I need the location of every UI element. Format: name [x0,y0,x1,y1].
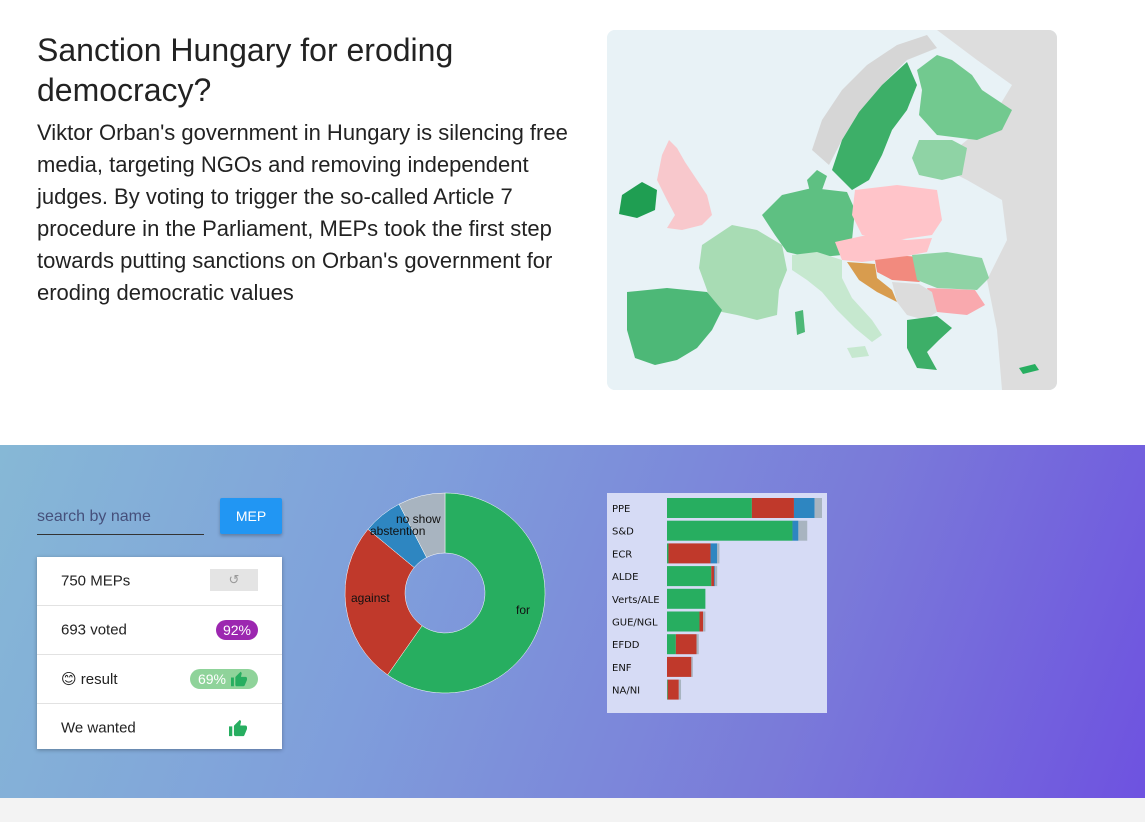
voted-percent-badge: 92% [215,620,258,640]
group-label: EFDD [612,640,640,651]
page-footer [0,798,1145,822]
result-badge: 69% [189,669,258,689]
group-bar-for[interactable] [667,588,706,609]
map-romania [912,252,989,290]
group-bar-for[interactable] [667,543,669,564]
article-header: Sanction Hungary for eroding democracy? … [37,30,1057,390]
group-bar-no-show[interactable] [691,656,693,677]
thumbs-up-icon [229,719,247,737]
result-row: 😊 result 69% [37,655,282,704]
group-bar-no-show[interactable] [714,566,718,587]
map-sardinia [795,310,805,335]
group-label: GUE/NGL [612,618,658,629]
group-label: S&D [612,527,634,538]
donut-slice-against[interactable] [344,528,423,676]
map-poland [852,185,942,240]
donut-label-no-show: no show [396,512,441,526]
map-norway [812,35,937,165]
group-bar-abstention[interactable] [714,566,715,587]
group-bar-against[interactable] [699,611,704,632]
map-finland [917,55,1012,140]
voted-row: 693 voted 92% [37,606,282,655]
map-cyprus [1019,364,1039,374]
map-france [699,225,787,320]
group-bar-against[interactable] [751,498,794,518]
donut-label-against: against [351,591,390,605]
reset-button[interactable]: ↺ [210,569,258,591]
page-title: Sanction Hungary for eroding democracy? [37,32,454,108]
voted-count-label: 693 voted [61,621,127,639]
europe-vote-map[interactable] [607,30,1057,390]
donut-label-abstention: abstention [370,524,425,538]
map-sweden [832,62,917,190]
group-bar-against[interactable] [675,634,697,655]
map-central [835,235,932,262]
group-label: ENF [612,663,632,674]
map-sicily [847,346,869,358]
meps-count-label: 750 MEPs [61,572,131,590]
mep-search-input[interactable] [37,500,204,535]
group-bar-for[interactable] [667,566,712,587]
vote-summary-card: 750 MEPs ↺ 693 voted 92% 😊 result 69% We… [37,557,282,749]
group-bar-no-show[interactable] [798,520,808,541]
group-bar-no-show[interactable] [696,634,699,655]
map-russia-region [937,30,1057,390]
map-greece [907,316,952,370]
result-label: 😊 result [61,671,118,688]
wanted-row: We wanted [37,704,282,752]
map-croatia [847,262,897,302]
map-italy [792,252,882,342]
map-spain [627,288,722,365]
thumbs-up-icon [231,671,247,687]
map-baltics [912,140,967,180]
group-bar-abstention[interactable] [792,520,799,541]
map-uk [657,140,712,230]
map-balkans [892,282,937,320]
donut-slice-for[interactable] [387,492,546,694]
map-denmark [807,170,827,192]
group-bar-against[interactable] [711,566,715,587]
group-bar-no-show[interactable] [703,611,706,632]
group-bar-for[interactable] [667,634,676,655]
group-bar-against[interactable] [667,656,692,677]
group-label: Verts/ALE [612,595,660,606]
group-bar-against[interactable] [667,679,679,700]
map-bulgaria [927,288,985,315]
mep-button[interactable]: MEP [220,498,282,534]
donut-label-for: for [516,603,530,617]
map-ireland [619,182,657,218]
group-bar-against[interactable] [668,543,711,564]
map-germany [762,188,855,258]
result-percent: 69% [197,671,226,687]
group-bar-for[interactable] [667,611,700,632]
group-label: PPE [612,504,630,515]
meps-row: 750 MEPs ↺ [37,557,282,606]
group-label: NA/NI [612,686,640,697]
wanted-label: We wanted [61,719,136,737]
donut-slice-no-show[interactable] [398,492,446,558]
group-bar-for[interactable] [667,498,752,518]
group-bar-no-show[interactable] [814,498,822,518]
group-label: ECR [612,549,632,560]
group-bar-chart[interactable]: PPE S&D ECR ALDE Verts/ALE GUE/NGL EFDD ENF NA/N… [607,493,827,713]
group-bar-no-show[interactable] [678,679,682,700]
group-bar-abstention[interactable] [793,498,815,518]
group-bar-no-show[interactable] [717,543,720,564]
page-description: Viktor Orban's government in Hungary is … [37,120,568,305]
group-bar-abstention[interactable] [710,543,718,564]
group-label: ALDE [612,572,638,583]
group-bar-for[interactable] [667,679,668,700]
group-bar-for[interactable] [667,520,793,541]
